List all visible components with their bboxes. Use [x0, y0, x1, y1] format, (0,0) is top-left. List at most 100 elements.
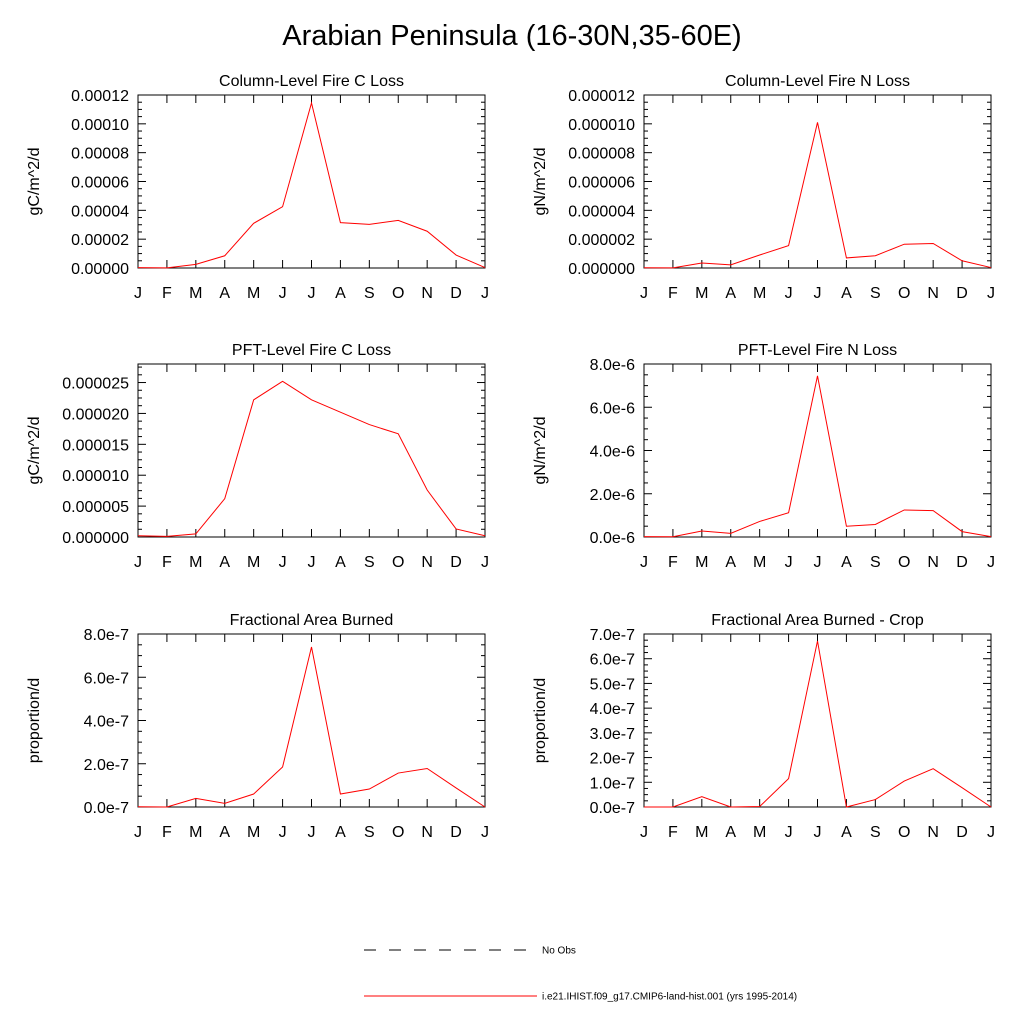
x-tick-label: M [753, 554, 766, 571]
x-tick-label: F [668, 554, 678, 571]
x-tick-label: D [450, 285, 462, 302]
y-tick-label: 0.000005 [62, 499, 129, 516]
x-tick-label: J [987, 554, 995, 571]
x-tick-label: D [956, 554, 968, 571]
x-tick-label: J [134, 285, 142, 302]
y-tick-label: 0.000000 [568, 261, 635, 278]
x-tick-label: A [725, 554, 736, 571]
y-tick-label: 0.000000 [62, 530, 129, 547]
x-tick-label: N [421, 285, 433, 302]
x-tick-label: O [898, 824, 910, 841]
x-tick-label: J [987, 824, 995, 841]
x-tick-label: A [335, 554, 346, 571]
x-tick-label: J [134, 824, 142, 841]
y-tick-label: 0.0e-6 [590, 530, 635, 547]
x-tick-label: D [450, 824, 462, 841]
x-tick-label: F [162, 824, 172, 841]
x-tick-label: N [421, 824, 433, 841]
plot-frame [137, 363, 486, 538]
x-tick-label: J [785, 824, 793, 841]
x-tick-label: O [392, 554, 404, 571]
y-tick-label: 6.0e-7 [84, 670, 129, 687]
y-tick-label: 0.000004 [568, 203, 635, 220]
series-line [643, 375, 992, 538]
x-tick-label: D [956, 285, 968, 302]
y-axis-label: gC/m^2/d [26, 417, 43, 485]
x-tick-label: J [987, 285, 995, 302]
x-tick-label: M [189, 824, 202, 841]
x-tick-label: D [956, 824, 968, 841]
legend: No Obs i.e21.IHIST.f09_g17.CMIP6-land-his… [364, 946, 797, 1003]
x-tick-label: J [814, 554, 822, 571]
x-tick-label: M [247, 554, 260, 571]
y-tick-label: 0.000020 [62, 406, 129, 423]
x-tick-label: M [695, 285, 708, 302]
plot-frame [643, 94, 992, 269]
y-tick-label: 0.000006 [568, 175, 635, 192]
x-tick-label: O [898, 554, 910, 571]
x-tick-label: A [335, 824, 346, 841]
y-tick-label: 0.000008 [568, 146, 635, 163]
y-axis-label: gC/m^2/d [26, 148, 43, 216]
y-axis-label: gN/m^2/d [532, 417, 549, 485]
plot-frame [137, 94, 486, 269]
panel-title: PFT-Level Fire N Loss [738, 342, 897, 359]
x-tick-label: A [841, 554, 852, 571]
x-tick-label: S [870, 285, 881, 302]
y-tick-label: 6.0e-7 [590, 652, 635, 669]
x-tick-label: A [841, 285, 852, 302]
x-tick-label: M [753, 285, 766, 302]
page-title: Arabian Peninsula (16-30N,35-60E) [282, 20, 742, 52]
y-tick-label: 2.0e-7 [84, 757, 129, 774]
x-tick-label: S [364, 285, 375, 302]
y-tick-label: 0.000025 [62, 376, 129, 393]
x-tick-label: J [308, 554, 316, 571]
panel-title: Fractional Area Burned - Crop [711, 612, 924, 629]
x-tick-label: S [870, 824, 881, 841]
y-tick-label: 2.0e-6 [590, 487, 635, 504]
x-tick-label: N [421, 554, 433, 571]
x-tick-label: A [219, 554, 230, 571]
x-tick-label: N [927, 285, 939, 302]
x-tick-label: A [219, 824, 230, 841]
y-tick-label: 4.0e-7 [84, 714, 129, 731]
y-tick-label: 1.0e-7 [590, 775, 635, 792]
y-tick-label: 0.0e-7 [590, 800, 635, 817]
y-tick-label: 0.000012 [568, 88, 635, 105]
x-tick-label: J [640, 285, 648, 302]
x-tick-label: A [725, 285, 736, 302]
x-tick-label: M [189, 554, 202, 571]
y-tick-label: 3.0e-7 [590, 726, 635, 743]
y-tick-label: 0.00002 [71, 232, 129, 249]
y-tick-label: 2.0e-7 [590, 751, 635, 768]
x-tick-label: O [392, 285, 404, 302]
y-tick-label: 7.0e-7 [590, 627, 635, 644]
y-tick-label: 4.0e-7 [590, 701, 635, 718]
x-tick-label: J [279, 285, 287, 302]
x-tick-label: J [481, 285, 489, 302]
x-tick-label: S [364, 824, 375, 841]
x-tick-label: J [308, 824, 316, 841]
y-tick-label: 5.0e-7 [590, 676, 635, 693]
y-tick-label: 0.00004 [71, 203, 129, 220]
y-axis-label: proportion/d [532, 678, 549, 763]
x-tick-label: S [870, 554, 881, 571]
plot-frame [643, 363, 992, 538]
x-tick-label: M [695, 554, 708, 571]
x-tick-label: N [927, 824, 939, 841]
x-tick-label: J [640, 554, 648, 571]
x-tick-label: J [814, 824, 822, 841]
x-tick-label: J [279, 554, 287, 571]
x-tick-label: F [162, 285, 172, 302]
y-axis-label: gN/m^2/d [532, 148, 549, 216]
plot-frame [643, 633, 992, 808]
x-tick-label: A [725, 824, 736, 841]
x-tick-label: N [927, 554, 939, 571]
x-tick-label: O [898, 285, 910, 302]
series-line [137, 380, 486, 537]
x-tick-label: J [785, 285, 793, 302]
x-tick-label: A [335, 285, 346, 302]
legend-label-no-obs: No Obs [542, 946, 576, 957]
